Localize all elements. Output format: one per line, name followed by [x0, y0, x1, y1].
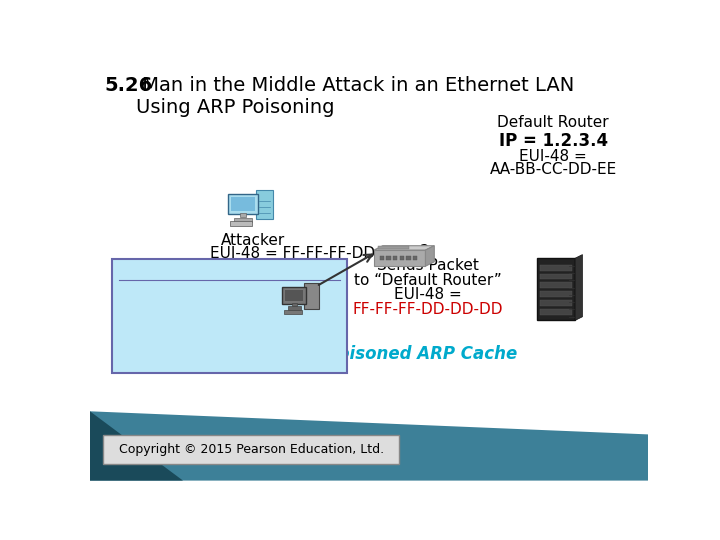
Bar: [413, 256, 418, 260]
Text: AA-BB-CC-DD-EE: AA-BB-CC-DD-EE: [490, 163, 617, 178]
Text: IP: IP: [149, 271, 161, 285]
FancyBboxPatch shape: [103, 435, 399, 464]
Bar: [540, 291, 572, 297]
Bar: [288, 306, 301, 310]
Text: EUI-48: EUI-48: [240, 271, 286, 285]
Text: FF-FF-FF-DD-DD: FF-FF-FF-DD-DD: [198, 288, 329, 303]
Bar: [234, 218, 252, 221]
Text: 5.26: 5.26: [104, 76, 152, 94]
Polygon shape: [231, 197, 255, 211]
Text: ...: ...: [148, 308, 162, 323]
FancyArrowPatch shape: [319, 254, 372, 285]
Text: Default Router: Default Router: [498, 114, 609, 130]
Text: ...: ...: [256, 308, 271, 323]
Bar: [377, 246, 408, 248]
Text: Sends Packet: Sends Packet: [377, 258, 479, 273]
Polygon shape: [90, 411, 183, 481]
Polygon shape: [575, 254, 582, 320]
Polygon shape: [228, 194, 258, 214]
Bar: [540, 282, 572, 288]
Polygon shape: [285, 290, 303, 301]
Polygon shape: [282, 287, 306, 303]
Polygon shape: [374, 246, 434, 250]
Bar: [537, 258, 575, 320]
Polygon shape: [374, 250, 426, 266]
Text: EUI-48 =: EUI-48 =: [394, 287, 462, 302]
Bar: [540, 265, 572, 271]
Bar: [540, 300, 572, 306]
Text: ...: ...: [256, 328, 271, 343]
Bar: [393, 256, 397, 260]
Text: Man in the Middle Attack in an Ethernet LAN
Using ARP Poisoning: Man in the Middle Attack in an Ethernet …: [137, 76, 575, 117]
Bar: [230, 221, 252, 226]
Bar: [292, 303, 297, 306]
Text: to “Default Router”: to “Default Router”: [354, 273, 501, 288]
Text: 1.2.3.4: 1.2.3.4: [125, 288, 184, 303]
Bar: [387, 256, 391, 260]
Bar: [284, 310, 302, 314]
Polygon shape: [90, 411, 648, 481]
Text: Copyright © 2015 Pearson Education, Ltd.: Copyright © 2015 Pearson Education, Ltd.: [119, 443, 384, 456]
Bar: [540, 274, 572, 280]
Text: 2.: 2.: [420, 244, 435, 259]
Text: Attacker: Attacker: [221, 233, 285, 248]
FancyBboxPatch shape: [256, 190, 274, 219]
Text: EUI-48 =: EUI-48 =: [519, 148, 587, 164]
Text: IP = 1.2.3.4: IP = 1.2.3.4: [498, 132, 608, 150]
FancyBboxPatch shape: [112, 259, 348, 373]
FancyBboxPatch shape: [304, 284, 319, 308]
Bar: [540, 309, 572, 315]
Text: Victim: Victim: [230, 273, 277, 288]
Bar: [240, 213, 246, 217]
Bar: [400, 256, 404, 260]
Text: FF-FF-FF-DD-DD-DD: FF-FF-FF-DD-DD-DD: [352, 302, 503, 317]
Text: EUI-48 = FF-FF-FF-DD-DD-DD: EUI-48 = FF-FF-FF-DD-DD-DD: [210, 246, 433, 261]
Text: ...: ...: [148, 328, 162, 343]
Polygon shape: [426, 246, 434, 266]
Bar: [380, 256, 384, 260]
Bar: [406, 256, 410, 260]
Text: Poisoned ARP Cache: Poisoned ARP Cache: [326, 345, 518, 363]
